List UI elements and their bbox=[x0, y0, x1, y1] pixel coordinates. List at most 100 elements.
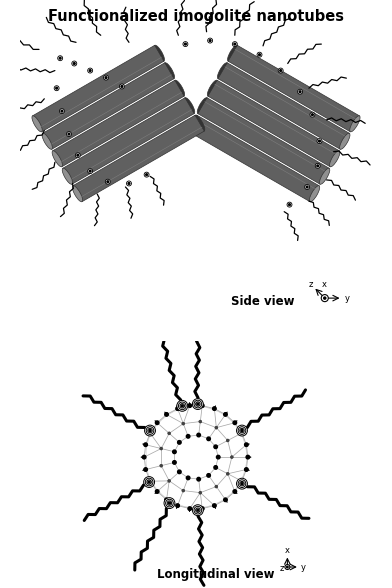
Circle shape bbox=[214, 466, 218, 469]
Circle shape bbox=[144, 172, 149, 177]
Circle shape bbox=[230, 456, 233, 459]
Circle shape bbox=[259, 54, 260, 56]
Circle shape bbox=[278, 68, 283, 73]
Circle shape bbox=[224, 498, 227, 502]
Circle shape bbox=[105, 179, 110, 184]
Circle shape bbox=[298, 89, 303, 94]
Circle shape bbox=[182, 422, 185, 425]
Circle shape bbox=[183, 42, 188, 46]
Ellipse shape bbox=[32, 116, 42, 132]
Circle shape bbox=[182, 489, 185, 492]
Circle shape bbox=[280, 70, 281, 72]
Polygon shape bbox=[188, 115, 319, 202]
Circle shape bbox=[197, 477, 200, 481]
Circle shape bbox=[312, 114, 313, 116]
Circle shape bbox=[224, 413, 227, 416]
Circle shape bbox=[194, 400, 201, 408]
Ellipse shape bbox=[184, 98, 195, 113]
Text: z: z bbox=[309, 279, 313, 289]
Circle shape bbox=[192, 505, 203, 516]
Circle shape bbox=[148, 431, 152, 435]
Polygon shape bbox=[228, 45, 359, 132]
Circle shape bbox=[142, 455, 146, 459]
Ellipse shape bbox=[164, 63, 174, 79]
Circle shape bbox=[216, 455, 220, 459]
Circle shape bbox=[89, 70, 91, 72]
Circle shape bbox=[321, 295, 328, 302]
Circle shape bbox=[176, 407, 180, 410]
Circle shape bbox=[67, 132, 71, 136]
Circle shape bbox=[68, 133, 70, 135]
Circle shape bbox=[197, 403, 199, 405]
Circle shape bbox=[186, 435, 190, 438]
Circle shape bbox=[199, 420, 202, 423]
Ellipse shape bbox=[154, 45, 165, 61]
Circle shape bbox=[167, 501, 172, 505]
Circle shape bbox=[59, 57, 61, 59]
Polygon shape bbox=[63, 98, 194, 184]
Circle shape bbox=[148, 481, 150, 483]
Circle shape bbox=[317, 139, 322, 143]
Circle shape bbox=[233, 421, 237, 425]
Circle shape bbox=[240, 479, 244, 483]
Circle shape bbox=[178, 402, 186, 410]
Circle shape bbox=[208, 38, 212, 43]
Ellipse shape bbox=[72, 186, 83, 202]
Circle shape bbox=[287, 566, 288, 568]
Circle shape bbox=[232, 42, 237, 46]
Circle shape bbox=[212, 504, 216, 507]
Circle shape bbox=[105, 76, 107, 79]
Ellipse shape bbox=[62, 168, 73, 184]
Circle shape bbox=[207, 473, 211, 477]
Circle shape bbox=[238, 480, 246, 487]
Circle shape bbox=[245, 443, 248, 446]
Circle shape bbox=[176, 504, 180, 507]
Circle shape bbox=[215, 426, 218, 429]
Circle shape bbox=[197, 433, 200, 437]
Ellipse shape bbox=[42, 133, 53, 149]
Circle shape bbox=[199, 491, 202, 494]
Circle shape bbox=[178, 470, 181, 473]
Circle shape bbox=[233, 490, 237, 493]
Circle shape bbox=[56, 87, 58, 89]
Ellipse shape bbox=[350, 116, 360, 132]
Circle shape bbox=[306, 186, 308, 188]
Circle shape bbox=[149, 430, 151, 432]
Text: y: y bbox=[345, 293, 350, 303]
Circle shape bbox=[121, 86, 123, 88]
Ellipse shape bbox=[218, 63, 228, 79]
Circle shape bbox=[177, 400, 188, 411]
Circle shape bbox=[77, 154, 79, 156]
Text: Side view: Side view bbox=[231, 295, 295, 308]
Circle shape bbox=[214, 445, 218, 449]
Circle shape bbox=[241, 430, 243, 432]
Circle shape bbox=[107, 181, 109, 182]
Polygon shape bbox=[208, 80, 339, 167]
Polygon shape bbox=[43, 63, 174, 149]
Circle shape bbox=[317, 165, 319, 167]
Circle shape bbox=[148, 479, 152, 483]
Circle shape bbox=[144, 443, 147, 446]
Circle shape bbox=[89, 171, 91, 172]
Circle shape bbox=[236, 425, 247, 436]
Ellipse shape bbox=[207, 80, 218, 96]
Circle shape bbox=[165, 498, 168, 502]
Circle shape bbox=[168, 479, 171, 482]
Circle shape bbox=[88, 68, 93, 73]
Circle shape bbox=[168, 432, 171, 435]
Circle shape bbox=[61, 111, 63, 112]
Circle shape bbox=[324, 297, 326, 299]
Circle shape bbox=[234, 44, 236, 45]
Circle shape bbox=[192, 399, 203, 409]
Polygon shape bbox=[198, 98, 329, 184]
Circle shape bbox=[169, 502, 171, 504]
Circle shape bbox=[310, 112, 315, 117]
Circle shape bbox=[120, 84, 124, 89]
Circle shape bbox=[196, 508, 200, 512]
Circle shape bbox=[238, 427, 246, 435]
Circle shape bbox=[75, 153, 80, 158]
Circle shape bbox=[257, 52, 262, 57]
Circle shape bbox=[240, 431, 244, 435]
Circle shape bbox=[287, 202, 292, 207]
Ellipse shape bbox=[227, 45, 238, 61]
